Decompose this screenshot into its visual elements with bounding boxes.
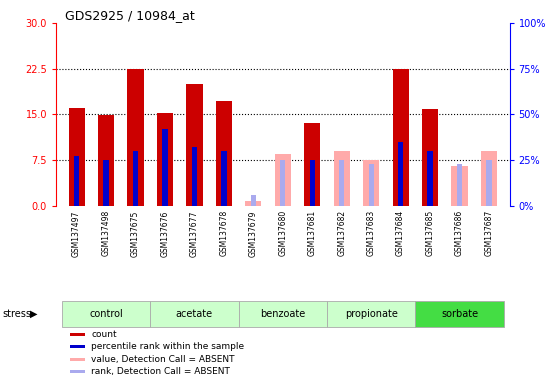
Bar	[486, 160, 492, 205]
Text: GSM137683: GSM137683	[367, 210, 376, 257]
Bar	[304, 123, 320, 205]
Text: GSM137682: GSM137682	[337, 210, 346, 257]
Text: GSM137685: GSM137685	[426, 210, 435, 257]
Text: GSM137675: GSM137675	[131, 210, 140, 257]
Bar	[339, 160, 344, 205]
Text: GSM137684: GSM137684	[396, 210, 405, 257]
Bar	[69, 345, 85, 348]
Text: GSM137498: GSM137498	[101, 210, 110, 257]
Bar	[104, 160, 109, 205]
Bar	[69, 358, 85, 361]
Text: GDS2925 / 10984_at: GDS2925 / 10984_at	[65, 9, 195, 22]
Text: GSM137681: GSM137681	[308, 210, 317, 257]
Bar	[451, 166, 468, 205]
Text: benzoate: benzoate	[260, 309, 305, 319]
Text: GSM137680: GSM137680	[278, 210, 287, 257]
Bar	[422, 109, 438, 205]
Bar	[98, 116, 114, 205]
Bar	[69, 333, 85, 336]
Text: value, Detection Call = ABSENT: value, Detection Call = ABSENT	[91, 355, 235, 364]
Bar	[368, 164, 374, 205]
Bar	[334, 151, 350, 205]
Text: propionate: propionate	[345, 309, 398, 319]
Bar	[216, 101, 232, 205]
Text: rank, Detection Call = ABSENT: rank, Detection Call = ABSENT	[91, 367, 230, 376]
Text: stress: stress	[3, 309, 32, 319]
Bar	[128, 69, 143, 205]
Bar	[280, 160, 286, 205]
Bar	[393, 69, 409, 205]
Bar	[398, 142, 403, 205]
Bar	[457, 164, 462, 205]
Text: acetate: acetate	[176, 309, 213, 319]
Text: control: control	[89, 309, 123, 319]
Text: percentile rank within the sample: percentile rank within the sample	[91, 342, 245, 351]
Bar	[157, 113, 173, 205]
Bar	[150, 301, 239, 327]
Bar	[62, 301, 150, 327]
Bar	[133, 151, 138, 205]
Bar	[327, 301, 416, 327]
Bar	[481, 151, 497, 205]
Bar	[239, 301, 327, 327]
Text: GSM137679: GSM137679	[249, 210, 258, 257]
Text: GSM137687: GSM137687	[484, 210, 493, 257]
Bar	[162, 129, 167, 205]
Bar	[251, 195, 256, 205]
Bar	[186, 84, 203, 205]
Text: GSM137677: GSM137677	[190, 210, 199, 257]
Bar	[416, 301, 503, 327]
Bar	[69, 371, 85, 373]
Bar	[310, 160, 315, 205]
Bar	[275, 154, 291, 205]
Bar	[192, 147, 197, 205]
Text: GSM137686: GSM137686	[455, 210, 464, 257]
Bar	[74, 156, 80, 205]
Bar	[363, 160, 379, 205]
Text: count: count	[91, 330, 117, 339]
Text: ▶: ▶	[30, 309, 38, 319]
Text: GSM137497: GSM137497	[72, 210, 81, 257]
Text: sorbate: sorbate	[441, 309, 478, 319]
Text: GSM137676: GSM137676	[161, 210, 170, 257]
Text: GSM137678: GSM137678	[220, 210, 228, 257]
Bar	[245, 201, 262, 205]
Bar	[221, 151, 227, 205]
Bar	[68, 108, 85, 205]
Bar	[427, 151, 433, 205]
